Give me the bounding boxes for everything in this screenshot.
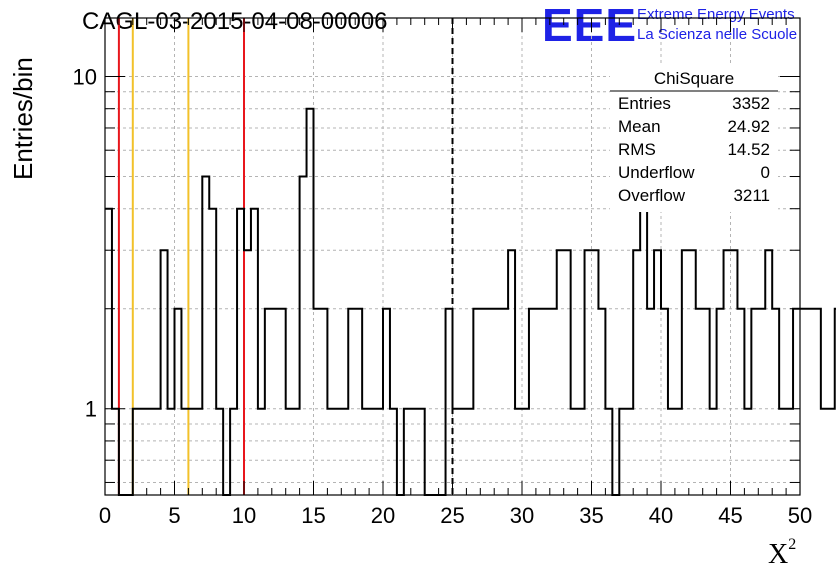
stats-value: 14.52 — [727, 140, 770, 159]
logo-line-1: Extreme Energy Events — [637, 6, 795, 23]
axis-ticks: 0 5 10 15 20 25 30 35 40 45 50 1 10 — [73, 18, 812, 528]
stats-value: 24.92 — [727, 117, 770, 136]
stats-label: Mean — [618, 117, 661, 136]
stats-value: 3352 — [732, 94, 770, 113]
stats-value: 0 — [761, 163, 770, 182]
histogram-bars — [105, 107, 836, 496]
stats-box-background — [610, 64, 778, 212]
stats-box-title: ChiSquare — [654, 69, 734, 88]
stats-label: Underflow — [618, 163, 695, 182]
x-axis-label-symbol: X — [768, 539, 789, 570]
x-tick-label: 0 — [99, 503, 111, 528]
x-tick-label: 35 — [579, 503, 603, 528]
x-tick-label: 50 — [788, 503, 812, 528]
x-tick-label: 25 — [440, 503, 464, 528]
stats-label: Overflow — [618, 186, 686, 205]
x-axis-label-superscript: 2 — [788, 536, 797, 553]
x-tick-label: 30 — [510, 503, 534, 528]
stats-label: RMS — [618, 140, 656, 159]
stats-box: ChiSquare Entries 3352 Mean 24.92 RMS 14.52 Un… — [610, 64, 778, 212]
x-axis-label: X2 — [768, 536, 796, 571]
x-tick-label: 10 — [232, 503, 256, 528]
x-tick-label: 45 — [718, 503, 742, 528]
y-tick-label: 10 — [73, 65, 97, 90]
logo-line-2: La Scienza nelle Scuole — [637, 26, 798, 43]
eee-logo-mark: EEE — [542, 0, 638, 51]
histogram-outline — [105, 107, 836, 496]
x-tick-label: 5 — [168, 503, 180, 528]
stats-value: 3211 — [733, 186, 770, 205]
x-tick-label: 20 — [371, 503, 395, 528]
stats-label: Entries — [618, 94, 671, 113]
x-tick-label: 15 — [301, 503, 325, 528]
x-tick-label: 40 — [649, 503, 673, 528]
y-tick-label: 1 — [85, 397, 97, 422]
